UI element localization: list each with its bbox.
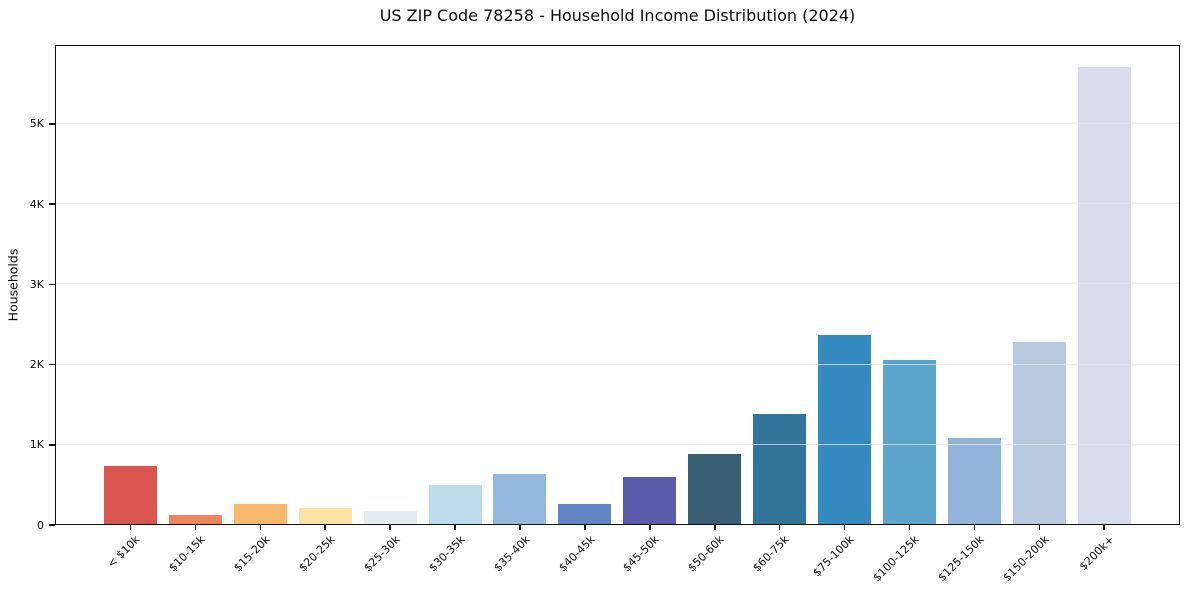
bar-200k (1077, 67, 1131, 525)
gridline-1000 (55, 443, 1180, 445)
bar-25-30k (363, 510, 417, 525)
x-tick-mark (454, 525, 456, 530)
gridline-3000 (55, 283, 1180, 285)
y-tick-mark (49, 203, 55, 205)
x-tick-mark (778, 525, 781, 530)
x-tick-mark (649, 525, 651, 530)
gridline-5000 (55, 123, 1180, 124)
y-tick-mark (49, 123, 55, 125)
x-tick-label-2: $15-20k (231, 533, 273, 575)
x-tick-label-9: $50-60k (685, 533, 727, 575)
x-tick-mark (324, 525, 327, 530)
y-tick-mark (49, 283, 55, 286)
y-tick-mark (49, 524, 55, 526)
y-tick-label-3K: 3K (29, 277, 44, 291)
x-tick-label-10: $60-75k (750, 533, 792, 575)
bar-50-60k (688, 454, 742, 525)
bar-40-45k (558, 503, 612, 525)
x-tick-mark (908, 525, 911, 530)
x-tick-label-5: $30-35k (426, 533, 468, 575)
x-tick-label-4: $25-30k (361, 533, 403, 575)
bar-75-100k (818, 334, 872, 525)
bar-60-75k (753, 413, 807, 525)
x-tick-mark (259, 525, 262, 530)
x-tick-mark (1038, 525, 1041, 530)
x-tick-mark (584, 525, 586, 530)
bar-15-20k (233, 504, 287, 525)
x-tick-label-14: $150-200k (1000, 533, 1052, 585)
x-tick-mark (973, 525, 976, 530)
y-tick-label-0: 0 (37, 518, 44, 532)
y-tick-label-5K: 5K (29, 117, 44, 131)
bar-10k (104, 465, 157, 525)
gridline-4000 (55, 203, 1180, 205)
x-axis: < $10k $10-15k $15-20k $20-25k $25-30k $30-35… (55, 525, 1180, 590)
bar-20-25k (298, 507, 352, 525)
x-tick-label-15: $200k+ (1076, 533, 1117, 574)
bar-30-35k (428, 484, 482, 525)
y-tick-mark (49, 363, 55, 366)
chart-title: US ZIP Code 78258 - Household Income Dis… (379, 6, 856, 25)
bar-150-200k (1012, 342, 1066, 525)
x-tick-label-13: $125-150k (935, 533, 987, 585)
gridline-2000 (55, 363, 1180, 365)
bar-100-125k (882, 359, 936, 525)
x-tick-mark (713, 525, 716, 530)
bar-10-15k (168, 514, 222, 525)
x-tick-label-8: $45-50k (620, 533, 663, 575)
x-tick-label-3: $20-25k (296, 533, 338, 575)
plot-border (55, 45, 1180, 525)
x-tick-label-7: $40-45k (555, 533, 598, 575)
plot-area (55, 45, 1180, 525)
y-tick-label-4K: 4K (29, 197, 44, 211)
y-tick-label-2K: 2K (29, 358, 44, 372)
x-tick-label-1: $10-15k (166, 533, 208, 575)
y-tick-mark (49, 443, 55, 446)
bar-45-50k (623, 476, 677, 525)
x-tick-label-12: $100-125k (870, 533, 922, 585)
bar-125-150k (947, 437, 1001, 525)
bar-35-40k (493, 473, 547, 525)
x-tick-label-6: $35-40k (490, 533, 533, 575)
x-tick-mark (389, 525, 391, 530)
x-tick-mark (1103, 525, 1106, 530)
y-tick-label-1K: 1K (29, 438, 44, 452)
x-tick-mark (129, 525, 132, 530)
x-tick-mark (194, 525, 197, 530)
x-tick-mark (843, 525, 846, 530)
x-tick-mark (519, 525, 521, 530)
y-axis: 0 1K 2K 3K 4K 5K (0, 45, 55, 532)
x-tick-label-11: $75-100k (810, 533, 857, 580)
x-tick-label-0: < $10k (105, 533, 143, 571)
